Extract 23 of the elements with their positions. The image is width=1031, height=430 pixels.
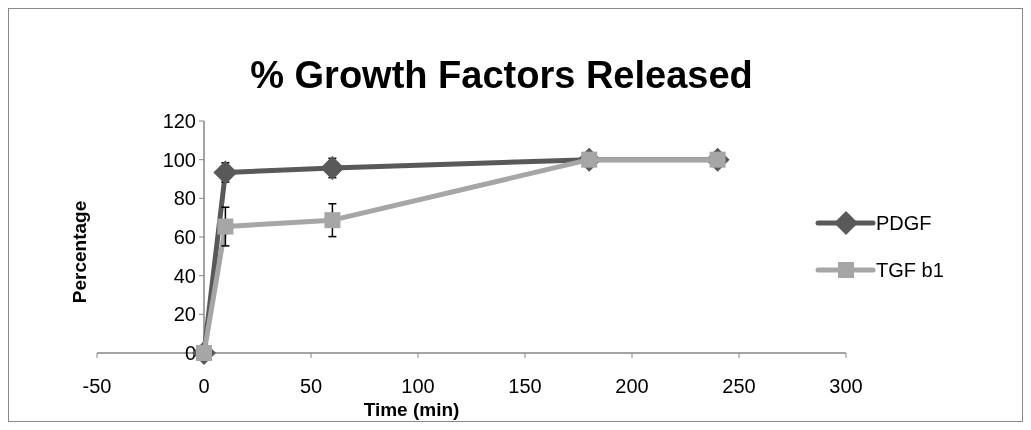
y-tick-label: 100 <box>162 148 196 171</box>
x-tick-label: 250 <box>722 375 756 397</box>
x-axis-title: Time (min) <box>363 399 460 420</box>
y-tick-label: 20 <box>173 303 196 326</box>
x-tick-label: 50 <box>299 375 323 397</box>
y-tick-label: 80 <box>173 187 196 210</box>
chart-title: % Growth Factors Released <box>250 54 753 96</box>
x-tick-label: 300 <box>829 375 863 397</box>
x-tick-label: 150 <box>508 375 542 397</box>
y-tick-label: 60 <box>173 226 196 248</box>
y-axis-title: Percentage <box>69 200 90 304</box>
point <box>324 212 341 229</box>
point <box>213 160 238 185</box>
legend-label: PDGF <box>876 212 932 234</box>
point <box>217 218 234 235</box>
x-tick-label: 0 <box>198 375 210 397</box>
x-tick-label: 200 <box>615 375 649 397</box>
x-tick-label: 100 <box>401 375 435 397</box>
x-tick-label: -50 <box>82 375 112 397</box>
legend-label: TGF b1 <box>876 259 944 281</box>
y-tick-label: 120 <box>162 110 196 132</box>
point <box>320 155 345 180</box>
y-tick-label: 40 <box>173 264 196 287</box>
